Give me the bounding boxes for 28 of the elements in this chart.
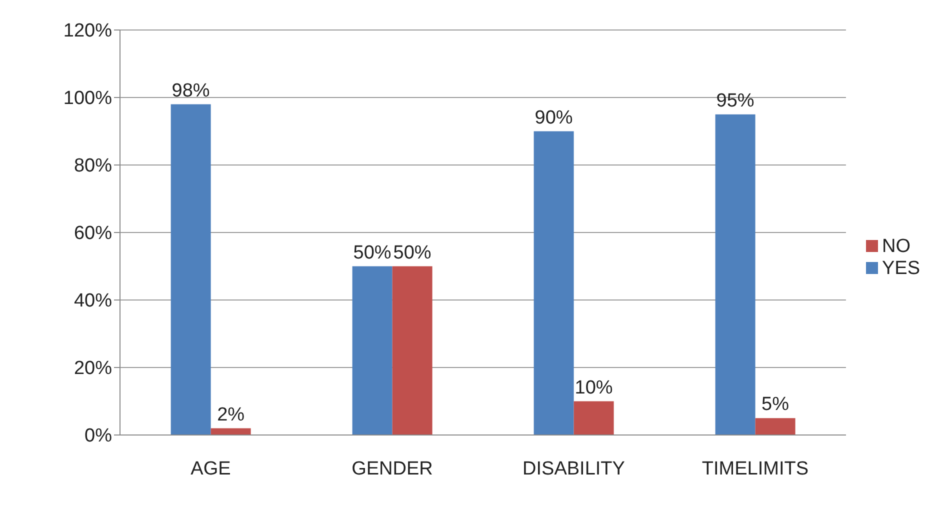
bar [755,418,796,435]
y-tick-label: 60% [74,223,112,244]
y-tick-label: 120% [63,20,112,42]
x-tick-label: DISABILITY [522,458,626,480]
legend-label: NO [882,236,910,256]
data-label: 50% [393,242,432,264]
y-tick-label: 40% [74,290,112,312]
y-tick-label: 20% [74,358,112,380]
bar [170,104,211,435]
y-tick-label: 0% [84,426,112,447]
data-label: 95% [716,90,754,112]
bar [352,266,392,435]
data-label: 5% [762,394,790,416]
data-label: 50% [353,242,392,264]
bar [392,266,432,435]
data-label: 10% [574,377,613,398]
data-label: 90% [534,107,573,128]
x-tick-label: TIMELIMITS [702,458,809,480]
y-tick-label: 100% [63,88,112,110]
x-tick-label: AGE [190,458,231,480]
bar [715,114,756,435]
data-label: 98% [172,80,210,102]
x-tick-label: GENDER [352,458,433,480]
bar [534,131,574,435]
legend-label: YES [882,258,920,278]
bar [574,401,614,435]
y-tick-label: 80% [74,156,112,177]
data-label: 2% [217,404,245,426]
